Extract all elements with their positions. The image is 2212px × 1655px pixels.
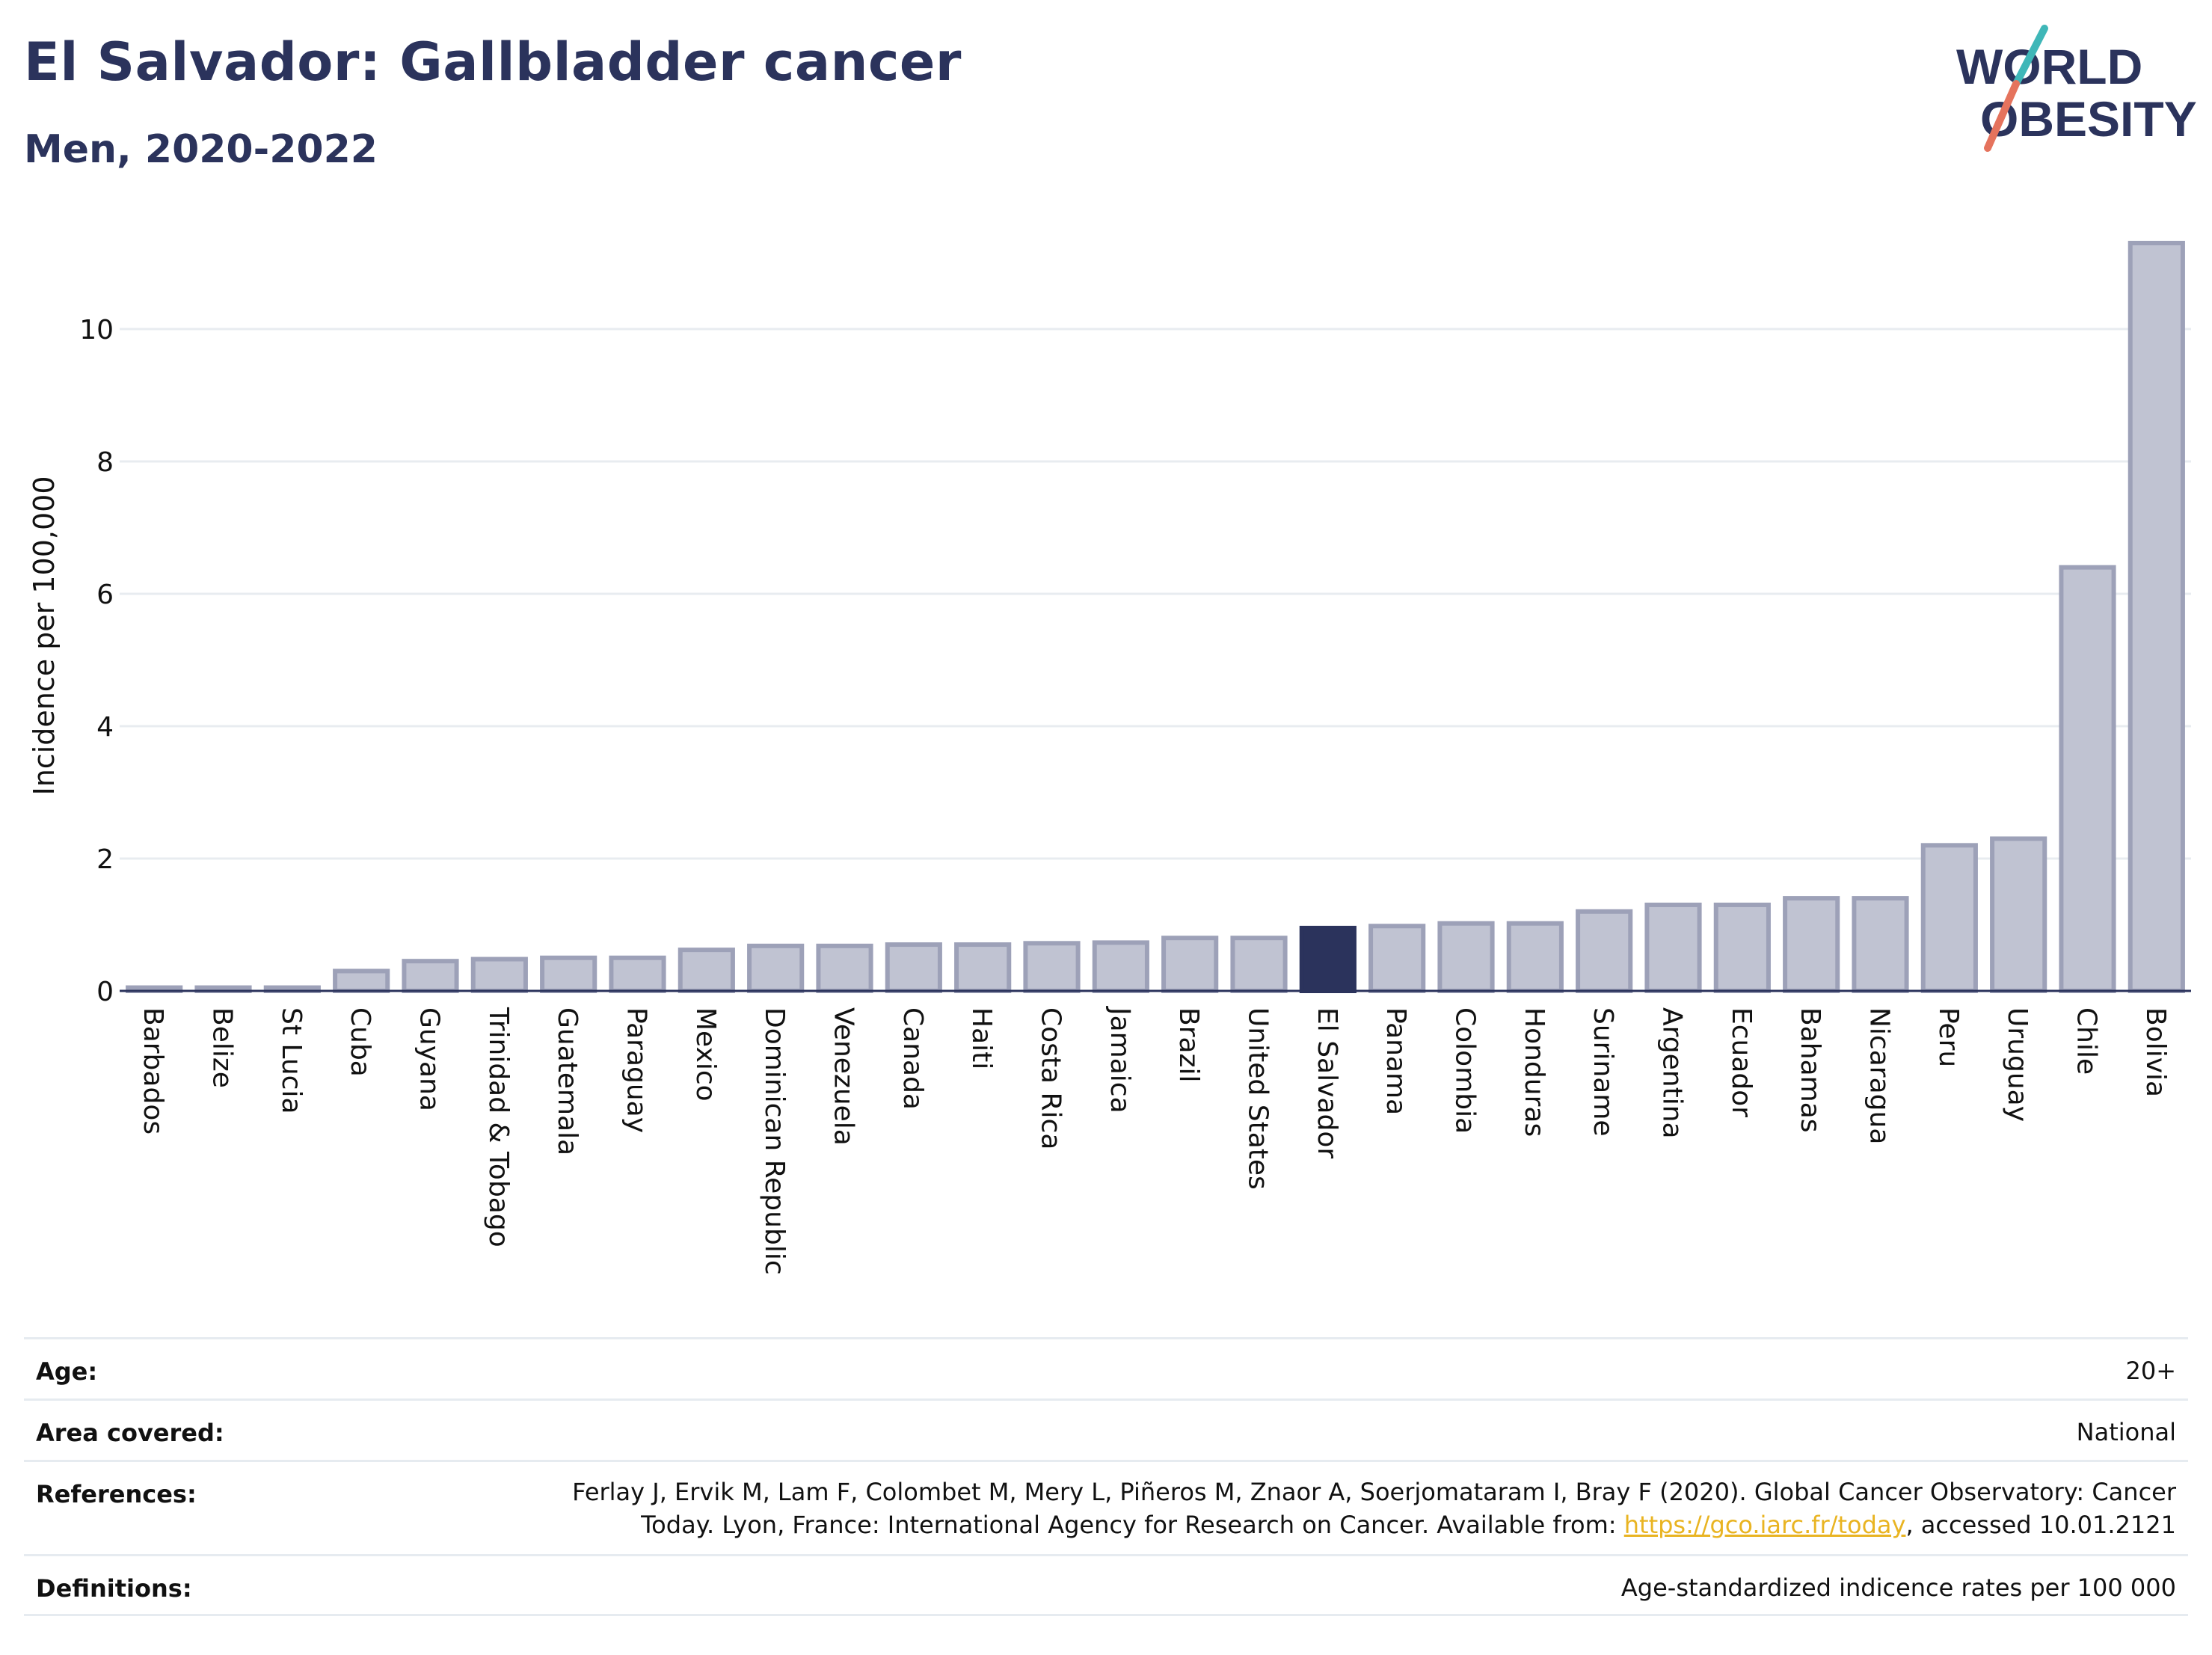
x-tick-label: Uruguay [2002,1007,2033,1122]
area-value: National [2076,1418,2176,1446]
x-tick-label: Belize [207,1007,238,1088]
bar-honduras [1506,921,1564,993]
logo-line2: OBESITY [1980,91,2197,147]
x-tick-label: United States [1243,1007,1274,1190]
x-tick-label: Cuba [345,1007,375,1077]
x-tick-label: Dominican Republic [759,1007,790,1275]
bar-brazil [1161,936,1219,993]
x-tick-label: Argentina [1657,1007,1688,1139]
bar-trinidad-tobago [470,957,528,993]
bar-bolivia [2127,241,2185,993]
x-tick-label: El Salvador [1312,1007,1342,1158]
definitions-label: Definitions: [36,1574,192,1603]
bar-jamaica [1092,940,1149,993]
x-tick-label: Ecuador [1726,1007,1757,1117]
bar-venezuela [816,943,873,993]
x-tick-label: Mexico [690,1007,721,1102]
references-link[interactable]: https://gco.iarc.fr/today [1623,1511,1906,1539]
age-label: Age: [36,1357,98,1386]
age-value: 20+ [2125,1357,2176,1385]
references-line2: Today. Lyon, France: International Agenc… [572,1508,2176,1541]
bar-paraguay [609,955,666,993]
bar-nicaragua [1852,896,1909,994]
y-tick-label: 2 [96,844,114,875]
bar-ecuador [1713,902,1771,994]
y-tick-label: 4 [96,712,114,743]
x-tick-label: Paraguay [621,1007,652,1133]
x-tick-label: Haiti [966,1007,997,1069]
x-tick-label: Barbados [138,1007,168,1134]
info-row-definitions: Definitions: Age-standardized indicence … [24,1554,2188,1615]
x-tick-label: Trinidad & Tobago [483,1007,514,1247]
bar-guyana [402,959,459,994]
references-line2-post: , accessed 10.01.2121 [1905,1511,2176,1539]
world-obesity-logo: WORLD OBESITY [1956,25,2197,152]
x-tick-label: Chile [2071,1007,2102,1075]
x-tick-label: Guyana [414,1007,445,1111]
x-tick-label: Costa Rica [1036,1007,1066,1149]
x-tick-label: Honduras [1519,1007,1549,1137]
x-tick-label: St Lucia [276,1007,307,1114]
info-row-age: Age: 20+ [24,1337,2188,1398]
info-row-area: Area covered: National [24,1398,2188,1460]
x-tick-label: Brazil [1173,1007,1204,1082]
y-tick-label: 6 [96,580,114,610]
bar-bahamas [1783,896,1840,994]
bar-united-states [1230,936,1288,993]
y-tick-label: 10 [79,315,114,346]
bar-suriname [1576,909,1633,993]
area-label: Area covered: [36,1419,224,1447]
logo-slash-coral [1984,80,2020,152]
y-tick-label: 0 [96,977,114,1007]
references-line2-pre: Today. Lyon, France: International Agenc… [641,1511,1624,1539]
x-tick-label: Venezuela [829,1007,859,1146]
y-axis-label: Incidence per 100,000 [28,476,61,795]
x-tick-label: Peru [1933,1007,1964,1067]
gridlines [120,328,2191,860]
bar-uruguay [1990,836,2047,994]
x-tick-label: Panama [1380,1007,1411,1115]
bar-argentina [1644,902,1702,994]
bar-costa-rica [1023,941,1081,994]
y-tick-label: 8 [96,447,114,478]
bar-peru [1920,843,1978,993]
x-tick-label: Colombia [1450,1007,1481,1134]
bar-haiti [954,942,1012,994]
logo-slash-teal [2012,25,2048,87]
bar-chart: 0 2 4 6 8 10 Barbados Belize St Lucia Cuba Guyana… [28,241,2191,1275]
bar-chile [2059,565,2116,993]
chart-title: El Salvador: Gallbladder cancer [24,31,962,93]
x-tick-label: Bahamas [1795,1007,1825,1133]
chart-subtitle: Men, 2020-2022 [24,127,378,172]
x-tick-label: Nicaragua [1864,1007,1895,1144]
info-table-bottom-rule [24,1614,2188,1616]
x-tick-label: Canada [897,1007,928,1110]
x-tick-label: Suriname [1588,1007,1618,1137]
x-tick-label: Bolivia [2140,1007,2171,1097]
x-tick-label: Guatemala [552,1007,583,1155]
info-row-references: References: Ferlay J, Ervik M, Lam F, Co… [24,1460,2188,1554]
bars [126,241,2185,994]
bar-guatemala [540,955,597,993]
logo-line1: WORLD [1956,39,2142,94]
x-tick-labels: Barbados Belize St Lucia Cuba Guyana Trinidad… [138,1006,2171,1275]
x-tick-label: Jamaica [1105,1006,1135,1114]
references-label: References: [36,1480,197,1508]
bar-colombia [1437,921,1495,993]
bar-panama [1368,924,1426,993]
y-ticks: 0 2 4 6 8 10 [79,315,114,1007]
bar-dominican-republic [747,943,805,993]
bar-cuba [333,968,390,993]
bar-mexico [678,948,735,993]
definitions-value: Age-standardized indicence rates per 100… [1620,1573,2176,1602]
info-table: Age: 20+ Area covered: National Referenc… [24,1337,2188,1615]
references-value: Ferlay J, Ervik M, Lam F, Colombet M, Me… [572,1476,2176,1541]
bar-el-salvador [1299,925,1357,993]
bar-canada [885,942,942,994]
references-line1: Ferlay J, Ervik M, Lam F, Colombet M, Me… [572,1478,2176,1506]
